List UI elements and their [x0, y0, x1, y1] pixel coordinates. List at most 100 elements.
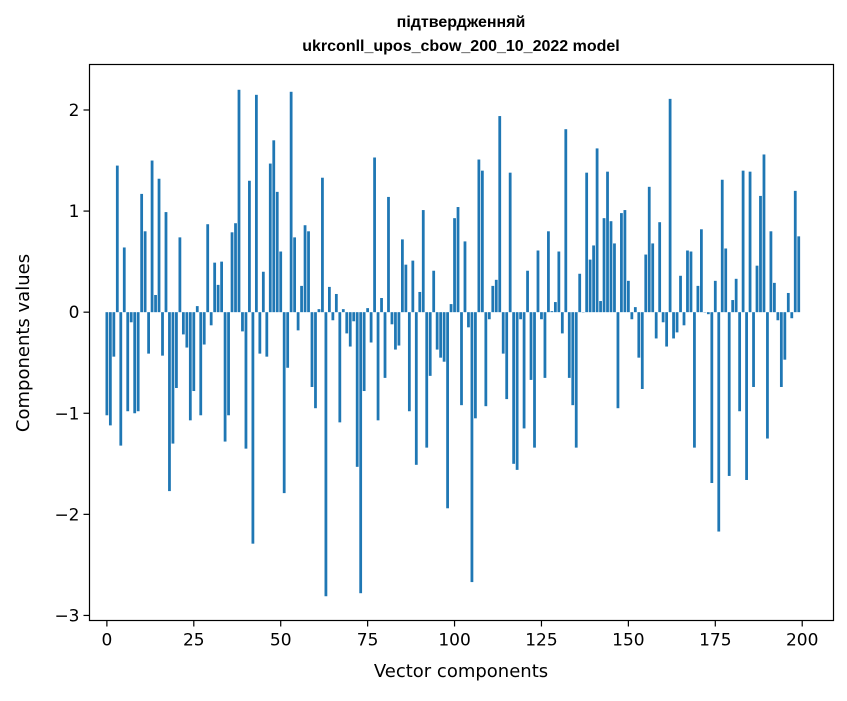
bar-35	[227, 312, 230, 415]
bar-91	[422, 210, 425, 312]
bar-70	[349, 312, 352, 346]
bar-116	[509, 173, 512, 313]
bar-193	[776, 312, 779, 320]
bar-63	[325, 312, 328, 596]
bar-134	[571, 312, 574, 405]
bar-158	[655, 312, 658, 338]
bar-169	[693, 312, 696, 447]
bar-152	[634, 307, 637, 312]
bar-197	[790, 312, 793, 318]
bar-155	[644, 255, 647, 313]
bar-181	[735, 279, 738, 312]
y-tick-label: 0	[69, 303, 80, 323]
bar-6	[126, 312, 129, 411]
bar-0	[105, 312, 108, 415]
bar-100	[453, 218, 456, 312]
bar-103	[464, 241, 467, 312]
bar-36	[231, 232, 234, 312]
bar-60	[314, 312, 317, 408]
bar-189	[763, 154, 766, 312]
bar-167	[686, 251, 689, 313]
x-tick-label: 175	[699, 631, 731, 651]
bar-173	[707, 312, 710, 314]
bar-71	[352, 312, 355, 321]
bar-28	[203, 312, 206, 344]
bar-149	[624, 210, 627, 312]
bar-74	[363, 312, 366, 391]
x-tick-label: 75	[357, 631, 379, 651]
bar-165	[679, 276, 682, 312]
bar-196	[787, 293, 790, 312]
bar-145	[610, 221, 613, 312]
bar-41	[248, 181, 251, 312]
bar-33	[220, 262, 223, 313]
bar-12	[147, 312, 150, 353]
bar-92	[425, 312, 428, 447]
bar-17	[165, 212, 168, 312]
bar-66	[335, 294, 338, 312]
bar-124	[537, 251, 540, 313]
bar-51	[283, 312, 286, 493]
bar-83	[394, 312, 397, 349]
bar-187	[756, 266, 759, 313]
bar-58	[307, 231, 310, 312]
bar-139	[589, 260, 592, 313]
bar-29	[206, 224, 209, 312]
bar-26	[196, 306, 199, 312]
bar-5	[123, 247, 126, 312]
bar-154	[641, 312, 644, 389]
bar-146	[613, 243, 616, 312]
bar-95	[436, 312, 439, 349]
bar-25	[192, 312, 195, 391]
bar-180	[731, 300, 734, 312]
bar-77	[373, 158, 376, 313]
bar-79	[380, 298, 383, 312]
x-tick-label: 150	[612, 631, 644, 651]
y-tick-label: 2	[69, 101, 80, 121]
bar-87	[408, 312, 411, 411]
bar-68	[342, 309, 345, 312]
bar-111	[491, 286, 494, 312]
bar-112	[495, 280, 498, 312]
bar-126	[544, 312, 547, 378]
y-tick-label: −2	[54, 505, 79, 525]
bar-69	[345, 312, 348, 333]
bar-104	[467, 312, 470, 327]
bar-75	[366, 308, 369, 312]
bar-161	[665, 312, 668, 346]
bar-140	[592, 245, 595, 312]
bar-160	[662, 312, 665, 322]
y-tick-label: −1	[54, 404, 79, 424]
bar-136	[578, 274, 581, 312]
bar-174	[710, 312, 713, 483]
bar-30	[210, 312, 213, 325]
bar-192	[773, 283, 776, 312]
bar-147	[617, 312, 620, 408]
bar-109	[484, 312, 487, 406]
bar-141	[596, 148, 599, 312]
bar-127	[547, 231, 550, 312]
bar-59	[311, 312, 314, 387]
bar-178	[724, 248, 727, 312]
bar-98	[446, 312, 449, 508]
y-tick-label: 1	[69, 202, 80, 222]
bar-131	[561, 312, 564, 333]
bar-107	[477, 160, 480, 313]
bar-88	[411, 261, 414, 313]
bar-153	[637, 312, 640, 357]
bar-96	[439, 312, 442, 357]
bar-38	[238, 90, 241, 312]
chart-title: підтвердженняй	[397, 14, 526, 31]
bar-108	[481, 171, 484, 313]
bar-195	[783, 312, 786, 360]
bar-177	[721, 180, 724, 312]
bar-150	[627, 281, 630, 312]
bar-188	[759, 196, 762, 312]
bar-186	[752, 312, 755, 387]
bar-171	[700, 229, 703, 312]
bar-168	[690, 252, 693, 313]
bar-199	[797, 236, 800, 312]
bar-110	[488, 312, 491, 319]
bar-53	[290, 92, 293, 312]
bar-93	[429, 312, 432, 376]
